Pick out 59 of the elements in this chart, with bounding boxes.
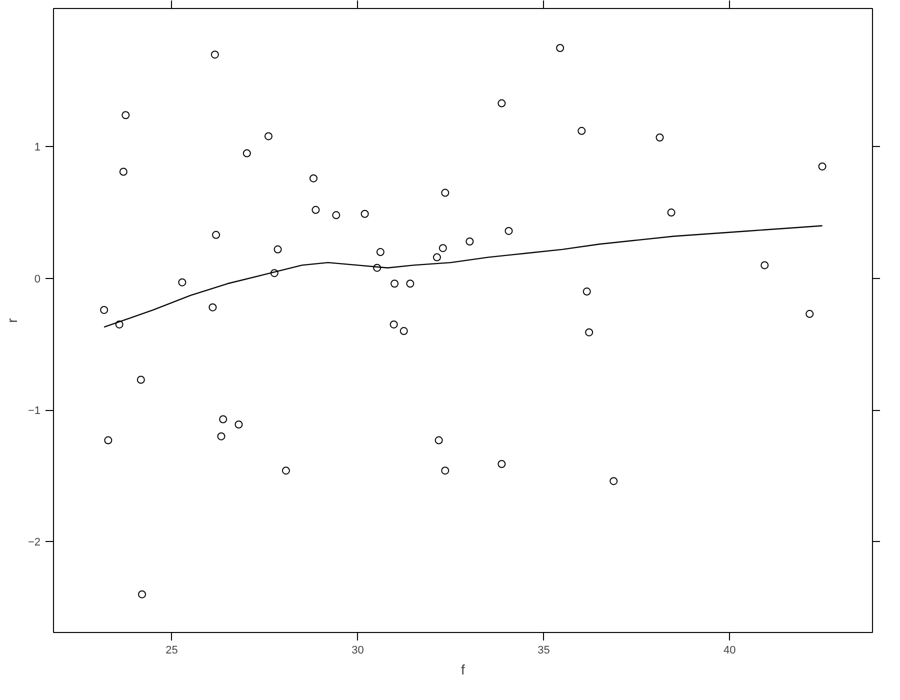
point: [217, 432, 226, 440]
point: [498, 99, 506, 108]
point: [400, 327, 408, 336]
y-tick-label: 0: [34, 273, 41, 286]
point: [585, 328, 594, 336]
point: [119, 168, 128, 176]
point: [806, 310, 814, 318]
point: [219, 415, 228, 424]
point: [208, 303, 217, 312]
x-axis-title: f: [461, 662, 466, 678]
point: [264, 132, 272, 140]
point: [504, 226, 513, 235]
point: [270, 269, 278, 278]
y-tick-label: −2: [28, 536, 41, 549]
point: [136, 376, 145, 384]
point: [582, 288, 591, 296]
point: [312, 206, 320, 214]
point: [332, 211, 340, 220]
point: [390, 320, 398, 328]
point: [242, 149, 251, 158]
point: [178, 278, 186, 286]
point: [441, 466, 450, 475]
y-axis-title: r: [4, 318, 20, 323]
point: [656, 134, 664, 142]
point: [309, 174, 318, 182]
point: [466, 238, 474, 246]
point: [818, 162, 826, 170]
point: [434, 436, 443, 444]
point: [210, 50, 219, 59]
point: [104, 436, 112, 444]
point: [667, 208, 676, 217]
point: [578, 126, 586, 135]
point: [610, 477, 618, 486]
point: [373, 264, 382, 272]
x-tick-label: 40: [724, 644, 736, 656]
point: [138, 590, 146, 598]
point: [376, 248, 384, 256]
point: [212, 230, 220, 239]
x-tick-label: 25: [166, 644, 178, 656]
x-tick-label: 35: [538, 644, 550, 656]
x-tick-label: 30: [352, 644, 364, 656]
point: [115, 320, 124, 328]
point: [390, 280, 399, 288]
point: [432, 253, 441, 262]
y-tick-label: 1: [34, 142, 41, 154]
point: [406, 280, 414, 288]
point: [122, 111, 130, 120]
point: [438, 244, 447, 252]
y-tick-label: −1: [28, 405, 41, 418]
point: [274, 245, 282, 254]
line-series: [103, 225, 823, 328]
point: [441, 188, 450, 197]
point: [498, 460, 506, 468]
point: [282, 466, 290, 475]
point: [360, 210, 369, 218]
point: [100, 306, 108, 314]
point: [760, 261, 769, 270]
point: [234, 420, 243, 428]
point: [556, 44, 564, 52]
